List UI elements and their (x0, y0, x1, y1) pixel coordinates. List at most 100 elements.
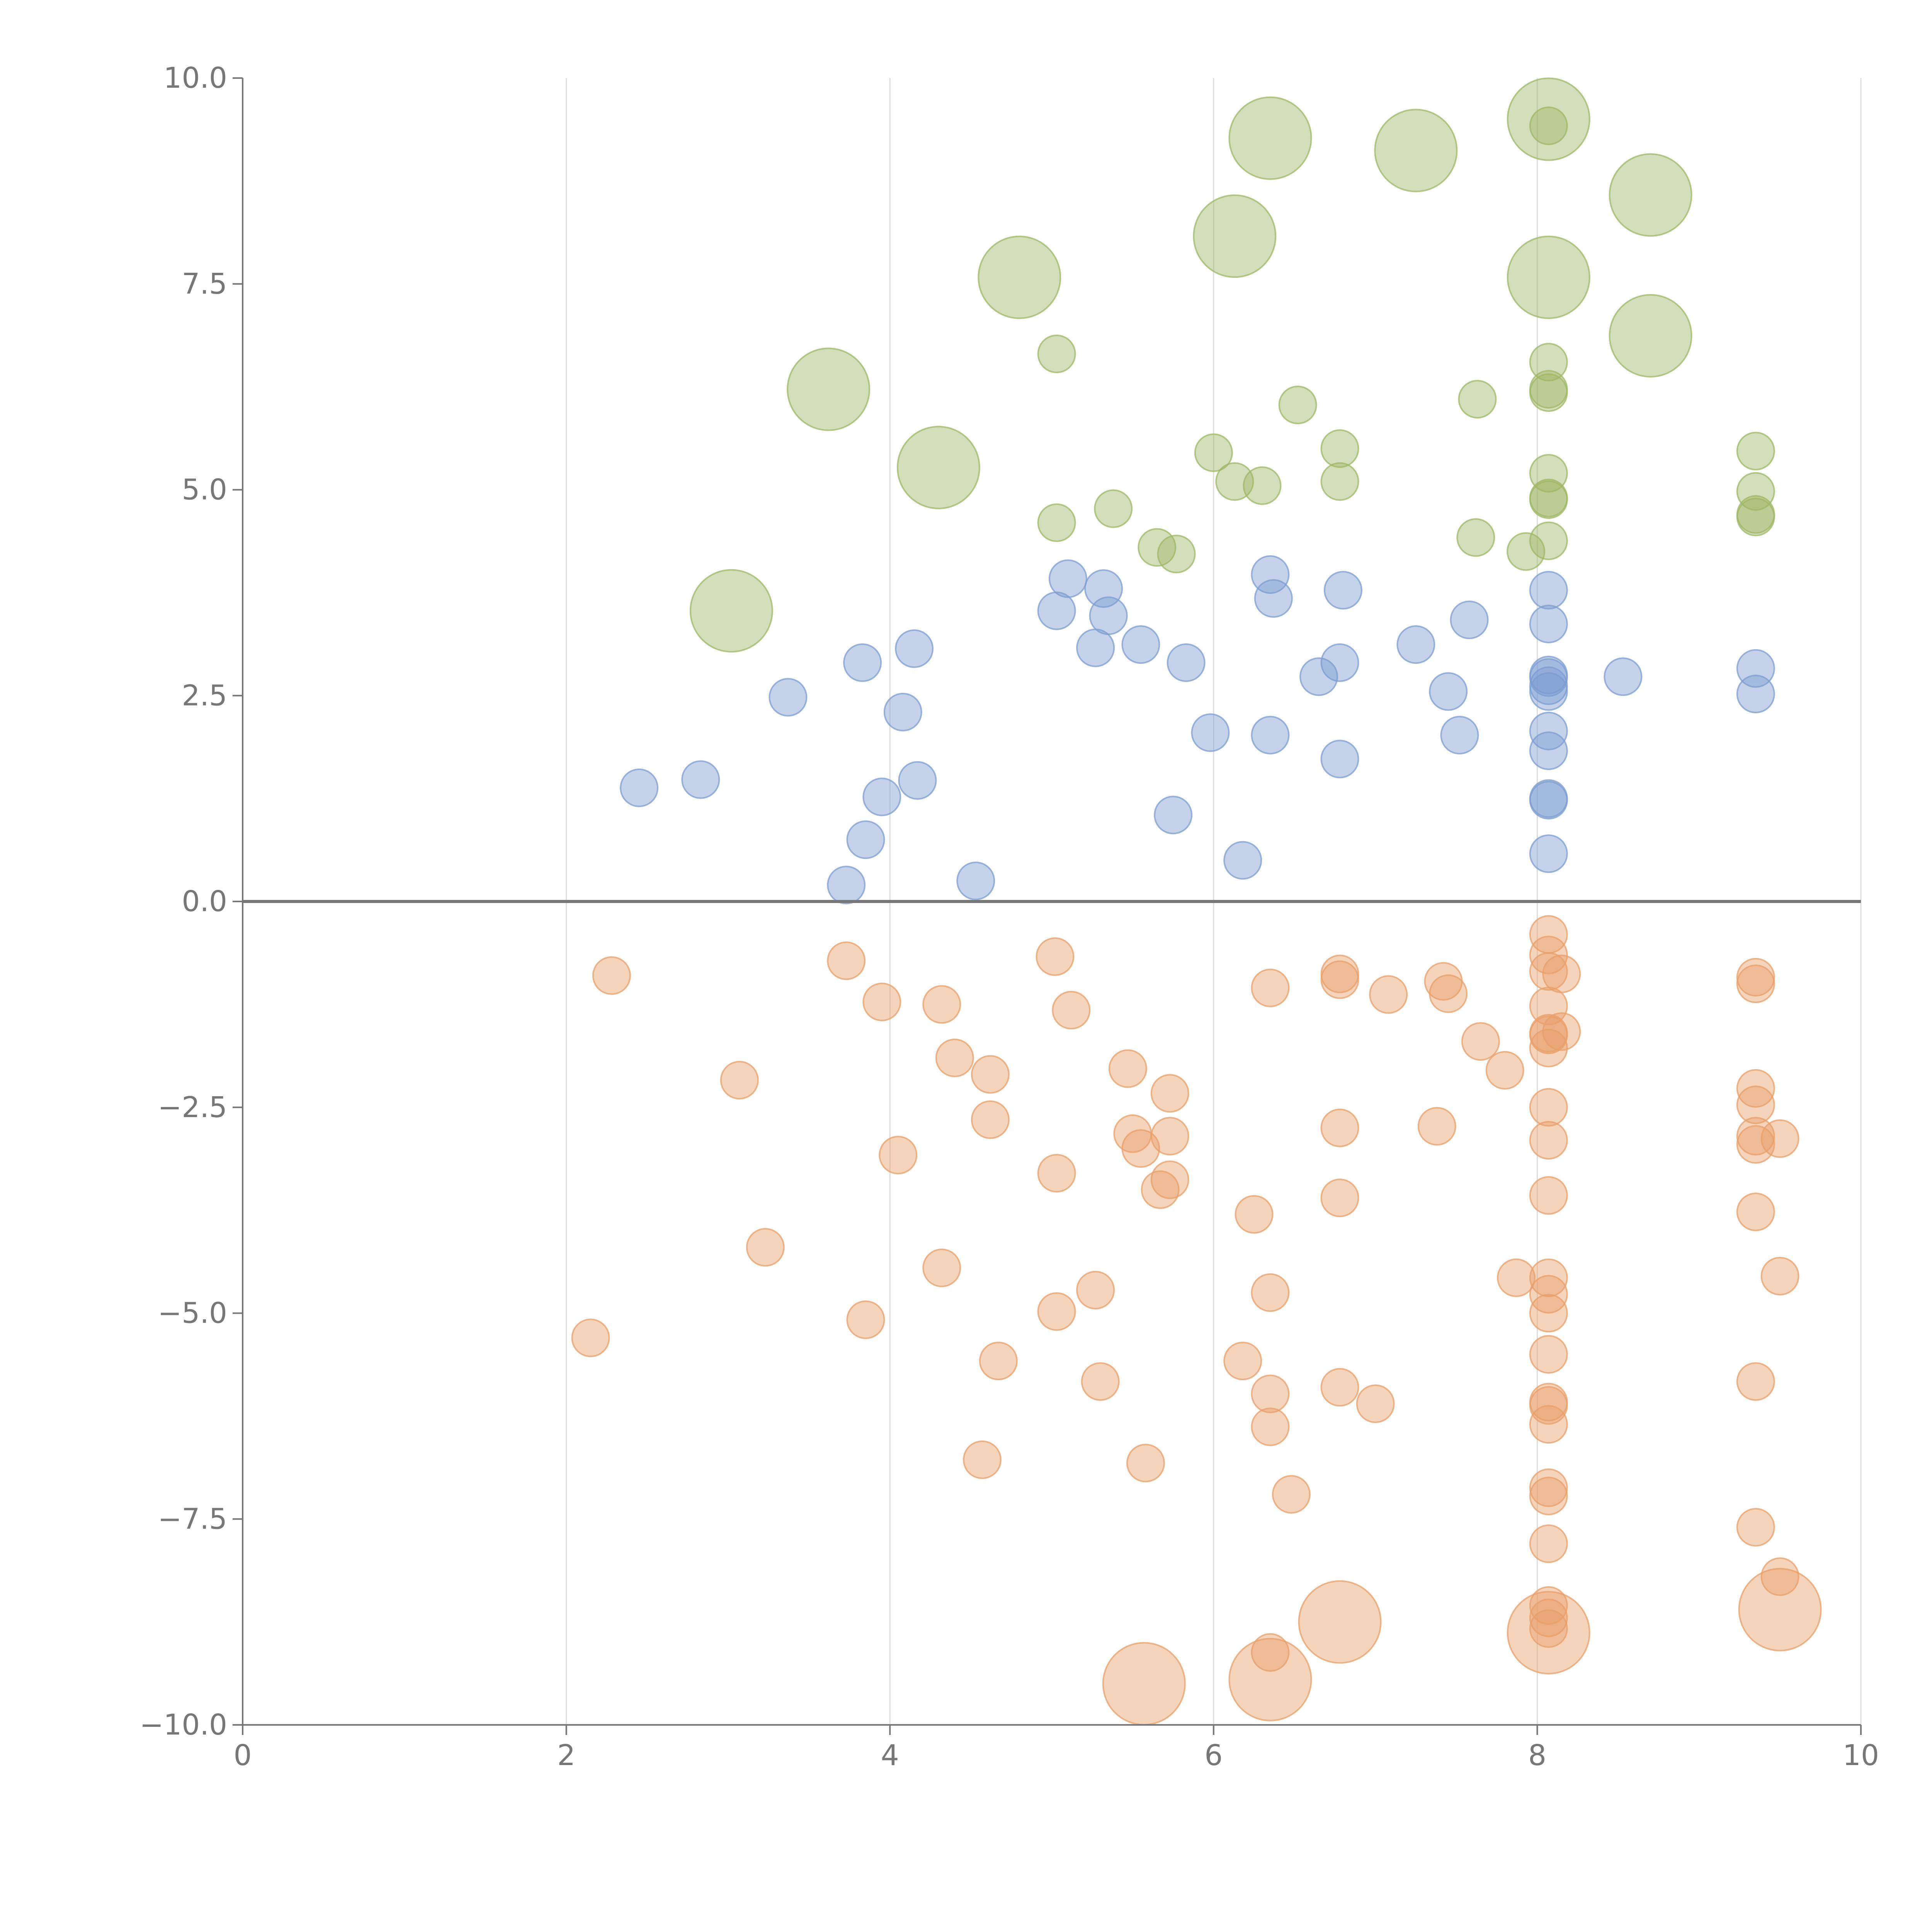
data-point (1323, 571, 1362, 610)
data-point (1609, 153, 1692, 237)
x-tick-label: 4 (881, 1739, 899, 1772)
data-point (1223, 1342, 1262, 1381)
data-point (862, 982, 901, 1021)
data-point (846, 1300, 885, 1339)
data-point (827, 941, 866, 980)
data-point (1529, 106, 1568, 145)
data-point (1193, 194, 1277, 278)
data-point (1529, 521, 1568, 560)
data-point (1320, 960, 1359, 999)
data-point (1529, 952, 1568, 991)
y-tick-label: −2.5 (158, 1091, 227, 1124)
data-point (1529, 986, 1568, 1026)
data-point (1529, 604, 1568, 643)
data-point (689, 569, 773, 653)
data-point (681, 760, 720, 799)
data-point (1154, 796, 1193, 835)
data-point (1440, 716, 1479, 755)
data-point (1251, 1407, 1290, 1446)
data-point (1736, 674, 1775, 713)
data-point (1299, 657, 1338, 696)
data-point (1529, 1294, 1568, 1333)
x-tick-label: 10 (1843, 1739, 1879, 1772)
data-point (1736, 1125, 1775, 1164)
data-point (1507, 77, 1590, 161)
data-point (1529, 571, 1568, 610)
data-point (1736, 497, 1775, 536)
data-point (1108, 1049, 1147, 1088)
data-point (1529, 1468, 1568, 1507)
data-point (1529, 672, 1568, 711)
data-point (1320, 954, 1359, 993)
y-tick-label: −7.5 (158, 1502, 227, 1536)
data-point (1529, 834, 1568, 873)
data-point (787, 347, 871, 431)
y-tick-label: 2.5 (182, 679, 227, 712)
data-point (1529, 658, 1568, 697)
data-point (971, 1055, 1010, 1094)
data-point (620, 768, 659, 807)
data-point (1251, 1273, 1290, 1312)
data-point (1278, 386, 1317, 425)
data-point (1529, 343, 1568, 382)
data-point (1121, 1129, 1160, 1168)
data-point (1529, 373, 1568, 412)
data-point (769, 678, 808, 717)
data-point (1529, 1598, 1568, 1637)
data-point (1374, 109, 1458, 192)
data-point (1507, 532, 1546, 571)
data-point (1429, 672, 1468, 711)
data-point (1243, 466, 1282, 505)
data-point (1604, 657, 1643, 696)
data-point (978, 235, 1061, 319)
data-point (1738, 1568, 1822, 1651)
data-point (1320, 1179, 1359, 1218)
data-point (1529, 731, 1568, 770)
data-point (1235, 1195, 1274, 1234)
y-tick-label: 10.0 (163, 61, 227, 95)
data-point (1529, 935, 1568, 975)
data-point (1529, 1176, 1568, 1215)
data-point (979, 1342, 1018, 1381)
data-point (935, 1038, 974, 1077)
data-point (1167, 643, 1206, 682)
data-point (1529, 1524, 1568, 1563)
y-tick-label: 0.0 (182, 885, 227, 918)
data-point (720, 1061, 759, 1100)
data-point (1760, 1257, 1799, 1296)
y-tick-label: 7.5 (182, 267, 227, 301)
data-point (956, 861, 995, 900)
data-point (971, 1100, 1010, 1139)
data-point (1736, 1069, 1775, 1108)
data-point (1760, 1557, 1799, 1596)
data-point (1461, 1022, 1500, 1061)
data-point (1037, 1292, 1076, 1331)
data-point (1272, 1475, 1311, 1514)
data-point (1529, 1088, 1568, 1127)
data-point (1609, 294, 1692, 378)
data-point (896, 425, 980, 509)
data-point (1298, 1580, 1382, 1664)
data-point (1529, 1121, 1568, 1160)
data-point (1320, 740, 1359, 779)
data-point (1121, 625, 1160, 664)
x-tick-label: 6 (1204, 1739, 1223, 1772)
x-tick-label: 8 (1528, 1739, 1546, 1772)
data-point (1048, 559, 1087, 598)
data-point (963, 1440, 1002, 1479)
data-point (862, 777, 901, 816)
data-point (1529, 1335, 1568, 1374)
data-point (1320, 1109, 1359, 1148)
data-point (1396, 625, 1435, 664)
data-point (1320, 462, 1359, 501)
data-point (1254, 579, 1293, 618)
data-point (1529, 711, 1568, 750)
data-point (1736, 1192, 1775, 1231)
data-point (1485, 1051, 1524, 1090)
data-point (1760, 1119, 1799, 1158)
data-point (1251, 1374, 1290, 1413)
data-point (1228, 96, 1312, 180)
y-tick-label: 5.0 (182, 473, 227, 507)
data-point (571, 1318, 610, 1357)
